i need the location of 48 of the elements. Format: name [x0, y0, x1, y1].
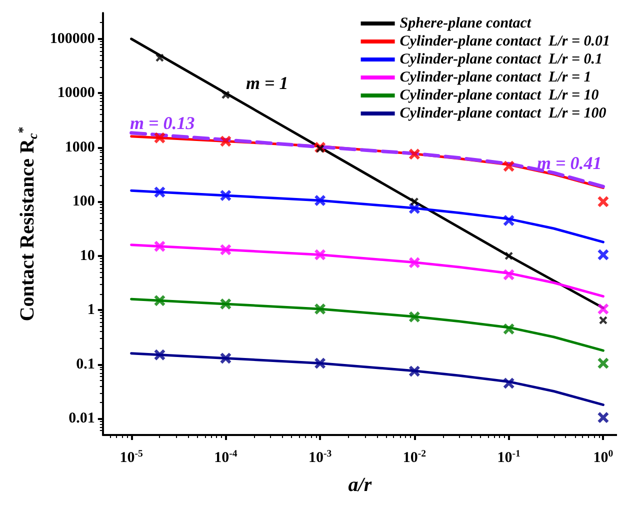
- point: [220, 244, 232, 256]
- legend-label: Cylinder-plane contact L/r = 0.01: [400, 34, 610, 50]
- point: [314, 358, 326, 369]
- point: [598, 412, 609, 424]
- point: [314, 249, 326, 260]
- point: [220, 136, 232, 147]
- y-tick-label: 10: [80, 248, 95, 264]
- point: [314, 195, 326, 206]
- point: [598, 249, 609, 260]
- point: [599, 316, 608, 324]
- y-tick-label: 0.1: [76, 356, 95, 372]
- point: [503, 269, 514, 280]
- y-tick-label: 100000: [50, 30, 95, 47]
- point: [222, 90, 230, 99]
- point: [503, 378, 514, 389]
- point: [503, 323, 514, 334]
- point: [598, 196, 609, 208]
- point: [408, 311, 420, 322]
- legend-label: Cylinder-plane contact L/r = 10: [400, 88, 600, 104]
- point: [220, 352, 232, 364]
- legend-label: Cylinder-plane contact L/r = 0.1: [400, 52, 603, 68]
- point: [316, 144, 324, 153]
- legend-label: Cylinder-plane contact L/r = 1: [400, 70, 592, 86]
- point: [408, 257, 420, 268]
- point: [410, 198, 418, 206]
- point: [220, 298, 232, 310]
- y-tick-label: 10000: [57, 85, 95, 102]
- point: [598, 358, 609, 369]
- legend-label: Sphere-plane contact: [400, 16, 532, 32]
- point: [408, 202, 420, 214]
- point: [598, 304, 609, 315]
- y-tick-label: 0.01: [68, 410, 95, 427]
- legend-label: Cylinder-plane contact L/r = 100: [400, 106, 607, 122]
- y-axis-title: Contact Resistance Rc*: [15, 126, 40, 322]
- point: [408, 148, 420, 160]
- annotation: m = 1: [246, 73, 288, 93]
- point: [220, 190, 232, 201]
- point: [314, 304, 326, 315]
- point: [503, 160, 514, 172]
- point: [504, 252, 513, 260]
- point: [503, 214, 514, 226]
- y-tick-label: 100: [72, 194, 95, 210]
- x-axis-title: a/r: [348, 474, 372, 496]
- annotation: m = 0.13: [130, 113, 195, 133]
- y-tick-label: 1: [87, 302, 95, 318]
- point: [408, 366, 420, 377]
- annotation: m = 0.41: [537, 153, 602, 173]
- y-tick-label: 1000: [64, 139, 95, 156]
